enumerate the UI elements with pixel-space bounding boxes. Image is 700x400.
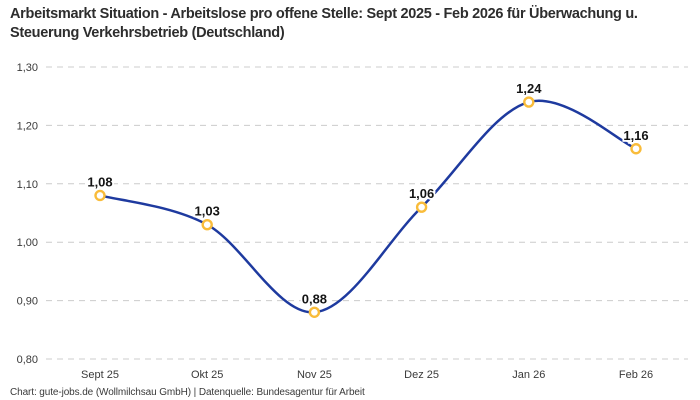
data-point-marker[interactable] [415, 201, 428, 213]
data-point-label: 1,06 [409, 186, 434, 201]
data-point-label: 0,88 [302, 291, 327, 306]
data-point-label: 1,03 [195, 204, 220, 219]
trend-line [98, 99, 638, 314]
y-axis-tick-label: 1,10 [17, 179, 38, 191]
y-axis-tick-label: 1,30 [17, 62, 38, 74]
y-axis-tick-label: 0,90 [17, 296, 38, 308]
data-point-marker[interactable] [523, 96, 535, 108]
x-axis-tick-label: Sept 25 [81, 369, 119, 381]
data-point-label: 1,16 [623, 128, 648, 143]
data-point-marker[interactable] [94, 189, 106, 202]
line-chart: 1,30 1,20 1,10 1,00 0,90 0,80 Sept 25 Okt 25 Nov… [17, 62, 688, 381]
data-point-label: 1,24 [516, 81, 542, 96]
data-point-marker[interactable] [308, 306, 321, 318]
data-point-marker[interactable] [630, 143, 642, 155]
x-axis-tick-label: Okt 25 [191, 369, 223, 381]
y-axis-tick-label: 1,20 [17, 120, 38, 132]
data-point-label: 1,08 [87, 174, 112, 189]
x-axis-tick-label: Dez 25 [404, 369, 439, 381]
data-point-marker[interactable] [201, 218, 213, 231]
x-axis-tick-label: Jan 26 [512, 369, 545, 381]
x-axis-tick-label: Feb 26 [619, 369, 653, 381]
y-axis-tick-label: 0,80 [17, 354, 38, 366]
chart-attribution: Chart: gute-jobs.de (Wollmilchsau GmbH) … [10, 387, 365, 398]
y-axis-tick-label: 1,00 [17, 237, 38, 249]
chart-title: Arbeitsmarkt Situation - Arbeitslose pro… [10, 6, 638, 41]
x-axis-tick-label: Nov 25 [297, 369, 332, 381]
